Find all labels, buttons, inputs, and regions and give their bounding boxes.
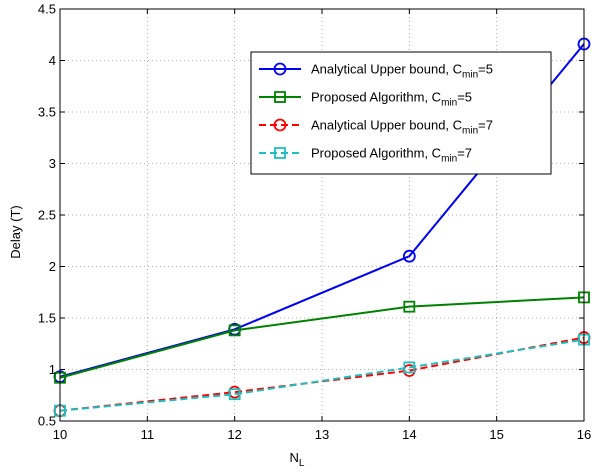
x-tick-label: 16 (577, 427, 591, 442)
legend-label-3: Analytical Upper bound, Cmin=7 (311, 118, 493, 137)
series-4 (54, 333, 590, 417)
x-tick-label: 14 (402, 427, 416, 442)
y-tick-label: 1.5 (38, 311, 56, 326)
y-tick-label: 2.5 (38, 208, 56, 223)
legend-label-4: Proposed Algorithm, Cmin=7 (311, 146, 472, 165)
legend-box (250, 51, 552, 175)
x-axis-label: NL (290, 450, 305, 469)
legend: Analytical Upper bound, Cmin=5 Proposed A… (250, 51, 552, 175)
series-3-line (59, 336, 585, 412)
legend-marker-4 (274, 147, 286, 159)
x-tick-label: 12 (227, 427, 241, 442)
series-2-line (59, 296, 585, 379)
series-2-point (228, 324, 241, 337)
y-tick-label: 3.5 (38, 105, 56, 120)
x-tick-label: 15 (489, 427, 503, 442)
y-tick-label: 1 (49, 362, 56, 377)
x-tick-label: 10 (53, 427, 67, 442)
legend-label-1: Analytical Upper bound, Cmin=5 (311, 62, 493, 81)
y-tick-label: 4 (49, 53, 56, 68)
x-tick-label: 11 (141, 427, 155, 442)
series-4-line (59, 338, 585, 412)
series-3 (53, 331, 591, 418)
x-tick-label: 13 (315, 427, 329, 442)
y-tick-label: 2 (49, 259, 56, 274)
series-2-point (403, 300, 416, 313)
legend-label-2: Proposed Algorithm, Cmin=5 (311, 90, 472, 109)
legend-marker-3 (273, 118, 287, 132)
series-4-point (228, 388, 241, 401)
legend-marker-2 (274, 91, 286, 103)
series-1-point (402, 249, 416, 263)
series-4-point (403, 361, 416, 374)
y-tick-label: 4.5 (38, 2, 56, 17)
y-tick-label: 3 (49, 156, 56, 171)
y-axis-label: Delay (T) (8, 205, 23, 258)
y-tick-label: 0.5 (38, 414, 56, 429)
tick-layer: 10 11 12 13 14 15 16 0.5 1 1.5 2 2.5 3 3.5 4 4.5 (38, 2, 591, 443)
legend-marker-1 (273, 62, 287, 76)
